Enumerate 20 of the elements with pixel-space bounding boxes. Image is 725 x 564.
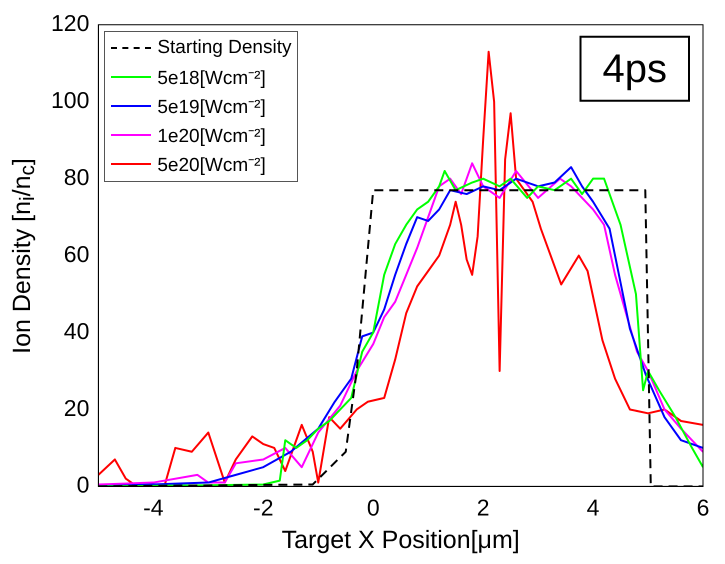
- x-tick-label: 2: [476, 494, 490, 521]
- x-tick-label: 4: [586, 494, 600, 521]
- annotation: 4ps: [602, 46, 668, 91]
- y-tick-label: 60: [64, 240, 90, 267]
- legend-label: 5e20[Wcm⁻²]: [157, 154, 266, 178]
- legend-label: 5e18[Wcm⁻²]: [157, 67, 266, 90]
- legend-label: 1e20[Wcm⁻²]: [157, 125, 266, 148]
- x-tick-label: -2: [253, 494, 274, 521]
- y-tick-label: 100: [51, 87, 90, 114]
- y-tick-label: 40: [64, 318, 90, 344]
- y-tick-label: 20: [64, 394, 90, 421]
- x-tick-label: 6: [696, 494, 710, 521]
- legend-label: 5e19[Wcm⁻²]: [157, 96, 266, 120]
- y-tick-label: 120: [51, 10, 90, 36]
- x-tick-label: -4: [143, 494, 164, 521]
- x-tick-label: 0: [366, 494, 380, 521]
- y-tick-label: 80: [64, 164, 90, 190]
- x-axis-title: Target X Position[μm]: [282, 526, 520, 554]
- y-tick-label: 0: [76, 472, 90, 498]
- legend-label: Starting Density: [157, 37, 292, 60]
